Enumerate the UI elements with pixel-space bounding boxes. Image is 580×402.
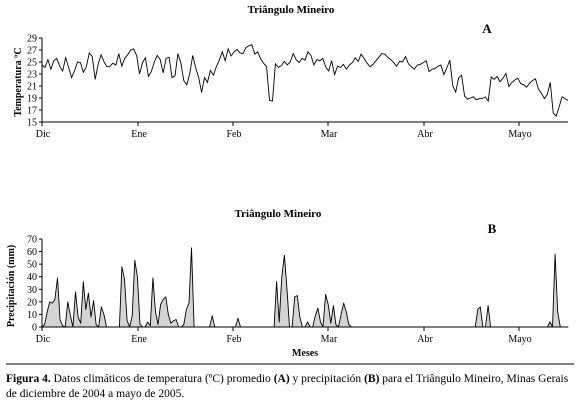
y-tick-label: 10: [27, 310, 37, 321]
chart-a-y-axis-label: Temperatura ºC: [13, 47, 24, 116]
y-tick-label: 40: [27, 272, 37, 283]
y-tick-label: 20: [27, 297, 37, 308]
chart-b: Triângulo Mineiro B Precipitación (mm) 0…: [6, 208, 569, 359]
y-tick-label: 15: [27, 118, 37, 129]
chart-a-panel-letter: A: [482, 21, 492, 36]
chart-a-x-ticks: Dic Ene Feb Mar Abr Mayo: [36, 122, 532, 140]
chart-b-precipitation-area: [41, 247, 569, 328]
y-tick-label: 19: [27, 94, 37, 105]
x-tick-label: Mar: [321, 129, 338, 140]
y-tick-label: 70: [27, 235, 37, 246]
x-tick-label: Abr: [417, 129, 433, 140]
chart-b-title: Triângulo Mineiro: [235, 208, 322, 220]
x-tick-label: Feb: [227, 129, 242, 140]
y-tick-label: 29: [27, 34, 37, 45]
y-tick-label: 50: [27, 260, 37, 271]
x-tick-label: Dic: [36, 334, 51, 345]
caption-text-3: para el Triângulo Mineiro, Minas Gerais …: [6, 373, 569, 400]
x-tick-label: Mar: [321, 334, 338, 345]
chart-a-temperature-line: [41, 43, 569, 117]
y-tick-label: 21: [27, 82, 37, 93]
chart-b-panel-letter: B: [488, 221, 497, 236]
caption-ref-b: (B): [364, 373, 380, 385]
x-tick-label: Ene: [131, 129, 147, 140]
y-tick-label: 30: [27, 285, 37, 296]
x-tick-label: Mayo: [508, 334, 531, 345]
x-tick-label: Ene: [131, 334, 147, 345]
y-tick-label: 60: [27, 247, 37, 258]
caption-text-1: Datos climáticos de temperatura (ºC) pro…: [50, 373, 274, 385]
x-tick-label: Abr: [417, 334, 433, 345]
chart-b-x-ticks: Dic Ene Feb Mar Abr Mayo: [36, 327, 532, 345]
y-tick-label: 27: [27, 46, 37, 57]
chart-b-y-axis-label: Precipitación (mm): [6, 245, 17, 327]
figure-caption: Figura 4. Datos climáticos de temperatur…: [6, 372, 574, 402]
x-tick-label: Dic: [36, 129, 51, 140]
x-tick-label: Feb: [227, 334, 242, 345]
caption-ref-a: (A): [273, 373, 290, 385]
y-tick-label: 17: [27, 106, 37, 117]
caption-label: Figura 4.: [6, 373, 51, 385]
y-tick-label: 23: [27, 70, 37, 81]
y-tick-label: 0: [32, 323, 37, 334]
caption-text-2: y precipitación: [289, 373, 365, 385]
chart-b-x-axis-label: Meses: [292, 348, 318, 359]
x-tick-label: Mayo: [508, 129, 531, 140]
y-tick-label: 25: [27, 58, 37, 69]
chart-a: Triângulo Mineiro A Temperatura ºC 15171…: [13, 4, 569, 140]
chart-a-title: Triângulo Mineiro: [248, 4, 335, 16]
